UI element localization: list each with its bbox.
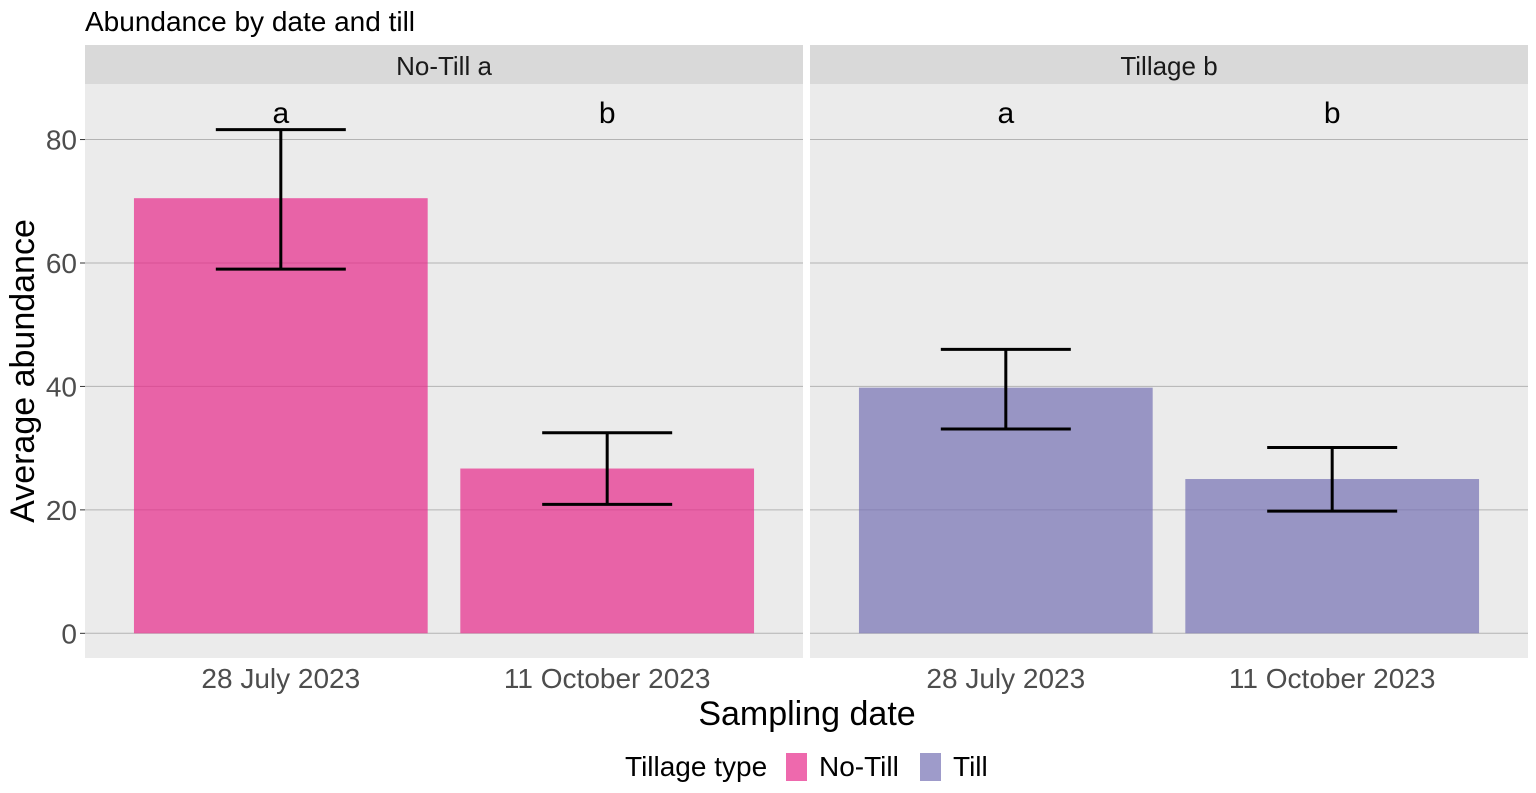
legend: Tillage type No-Till Till [625, 751, 988, 782]
legend-title: Tillage type [625, 751, 767, 782]
error-bar [940, 347, 1071, 431]
significance-letter: a [997, 97, 1014, 130]
x-tick-label: 28 July 2023 [201, 663, 360, 694]
x-tick-label: 11 October 2023 [1229, 663, 1436, 694]
error-bar [215, 128, 346, 271]
chart-title: Abundance by date and till [85, 6, 415, 37]
x-tick-label: 11 October 2023 [504, 663, 711, 694]
x-axis-label: Sampling date [698, 695, 915, 733]
y-tick-label: 60 [46, 248, 77, 279]
error-bar [542, 431, 673, 506]
y-tick-label: 20 [46, 495, 77, 526]
y-axis-label: Average abundance [4, 219, 42, 523]
legend-label-no-till: No-Till [819, 751, 899, 782]
significance-letter: b [1324, 97, 1341, 130]
legend-label-till: Till [953, 751, 988, 782]
legend-key-no-till [786, 753, 807, 781]
significance-letter: a [272, 97, 289, 130]
legend-key-till [920, 753, 941, 781]
y-tick-label: 0 [61, 618, 77, 649]
panel-strip [85, 45, 803, 84]
panel-strip [810, 45, 1528, 84]
significance-letter: b [599, 97, 616, 130]
bar [133, 198, 428, 634]
panel-strip-label: No-Till a [396, 51, 492, 81]
error-bar [1267, 446, 1398, 513]
y-tick-label: 80 [46, 125, 77, 156]
panel-2: Tillage b a 28 July 2023 b 11 October 2023 [810, 45, 1528, 694]
panel-strip-label: Tillage b [1120, 51, 1217, 81]
y-axis: 0 20 40 60 80 [46, 125, 85, 649]
y-tick-label: 40 [46, 371, 77, 402]
panel-1: No-Till a a 28 July 2023 b 11 October 2023 [85, 45, 803, 694]
x-tick-label: 28 July 2023 [926, 663, 1085, 694]
